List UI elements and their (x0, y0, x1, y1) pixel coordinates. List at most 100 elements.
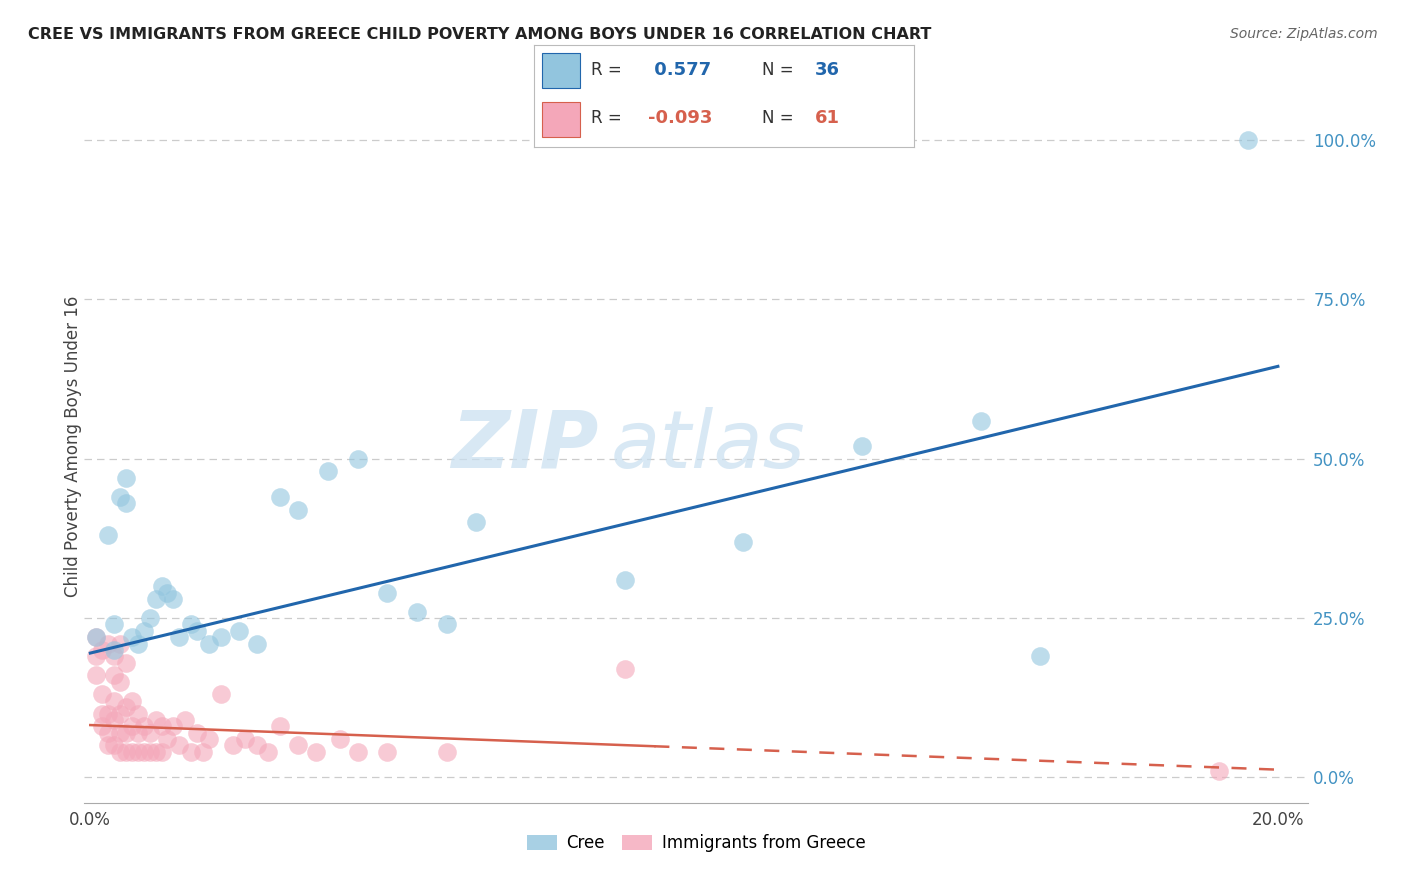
Point (436, 617, 458, 632)
Point (103, 713, 125, 727)
Point (150, 745, 173, 759)
Point (150, 719, 173, 733)
Text: -0.093: -0.093 (648, 110, 713, 128)
Point (145, 591, 167, 606)
Point (145, 713, 167, 727)
Text: 36: 36 (815, 62, 841, 79)
Point (91, 643, 114, 657)
Point (316, 465, 339, 479)
Point (198, 636, 221, 650)
Point (97, 706, 120, 721)
Point (228, 624, 250, 638)
Point (115, 700, 138, 714)
Point (186, 624, 208, 638)
Point (245, 739, 267, 753)
Point (121, 694, 143, 708)
Point (180, 617, 202, 632)
Point (103, 739, 125, 753)
Point (108, 725, 131, 739)
Point (257, 745, 280, 759)
Point (970, 413, 993, 427)
Point (84, 668, 107, 682)
Point (97, 725, 120, 739)
Point (108, 636, 131, 650)
Point (209, 630, 232, 644)
Point (84, 630, 107, 644)
Point (169, 630, 191, 644)
Point (162, 719, 184, 733)
Point (108, 706, 131, 721)
Point (108, 674, 131, 689)
Point (233, 732, 256, 747)
Point (132, 745, 155, 759)
Point (115, 725, 138, 739)
Text: N =: N = (762, 62, 799, 79)
Point (115, 496, 138, 510)
Point (115, 471, 138, 485)
Point (287, 739, 309, 753)
Point (162, 591, 184, 606)
Point (138, 611, 160, 625)
Text: atlas: atlas (610, 407, 806, 485)
Point (222, 739, 245, 753)
Point (84, 630, 107, 644)
Legend: Cree, Immigrants from Greece: Cree, Immigrants from Greece (520, 828, 872, 859)
Point (465, 516, 488, 530)
Point (613, 573, 636, 587)
Point (145, 745, 167, 759)
Point (375, 745, 398, 759)
Point (103, 617, 125, 632)
Text: 61: 61 (815, 110, 841, 128)
Point (156, 585, 179, 599)
Point (245, 636, 267, 650)
Point (121, 745, 143, 759)
Bar (541, 53, 579, 87)
Point (132, 719, 155, 733)
Point (84, 649, 107, 664)
Point (115, 656, 138, 670)
Point (97, 636, 120, 650)
Point (406, 605, 429, 619)
Point (127, 725, 149, 739)
Point (174, 713, 197, 727)
Y-axis label: Child Poverty Among Boys Under 16: Child Poverty Among Boys Under 16 (65, 295, 82, 597)
Point (346, 745, 368, 759)
Point (1029, 649, 1052, 664)
Point (1237, 133, 1260, 147)
Point (346, 451, 368, 466)
Point (103, 643, 125, 657)
Bar (541, 102, 579, 137)
Point (121, 719, 143, 733)
Point (97, 739, 120, 753)
Point (108, 745, 131, 759)
Point (127, 636, 149, 650)
Point (436, 745, 458, 759)
Point (103, 649, 125, 664)
Point (1208, 764, 1230, 778)
Point (198, 732, 221, 747)
Point (851, 439, 873, 453)
Point (132, 624, 155, 638)
Point (613, 662, 636, 676)
Point (91, 706, 114, 721)
Point (108, 490, 131, 504)
Text: ZIP: ZIP (451, 407, 598, 485)
Text: N =: N = (762, 110, 799, 128)
Point (97, 528, 120, 542)
Point (138, 725, 160, 739)
Point (103, 694, 125, 708)
Point (180, 745, 202, 759)
Text: CREE VS IMMIGRANTS FROM GREECE CHILD POVERTY AMONG BOYS UNDER 16 CORRELATION CHA: CREE VS IMMIGRANTS FROM GREECE CHILD POV… (28, 27, 932, 42)
Text: R =: R = (591, 62, 627, 79)
Point (287, 502, 309, 516)
Point (269, 719, 291, 733)
Point (375, 585, 398, 599)
Point (305, 745, 328, 759)
Point (191, 745, 214, 759)
Point (209, 688, 232, 702)
Point (169, 739, 191, 753)
Point (91, 688, 114, 702)
Point (329, 732, 352, 747)
Point (103, 668, 125, 682)
Point (115, 745, 138, 759)
